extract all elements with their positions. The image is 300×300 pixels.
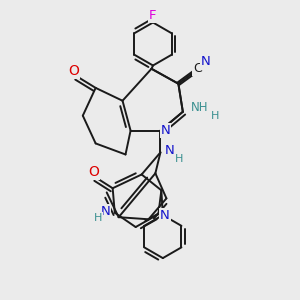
Text: H: H xyxy=(94,213,103,223)
Text: N: N xyxy=(101,205,111,218)
Text: NH: NH xyxy=(190,101,208,114)
Text: H: H xyxy=(175,154,183,164)
Text: N: N xyxy=(160,209,170,222)
Text: N: N xyxy=(165,144,175,158)
Text: O: O xyxy=(88,165,99,179)
Text: N: N xyxy=(200,55,210,68)
Text: O: O xyxy=(68,64,79,78)
Text: N: N xyxy=(161,124,171,137)
Text: H: H xyxy=(211,111,219,121)
Text: F: F xyxy=(149,9,157,22)
Text: C: C xyxy=(193,62,202,75)
